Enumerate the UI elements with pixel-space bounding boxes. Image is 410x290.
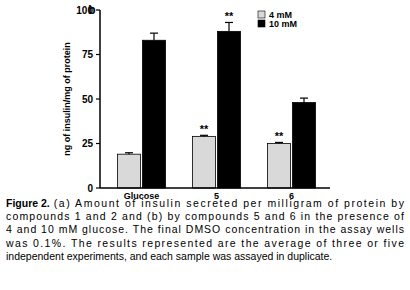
legend-swatch — [258, 11, 265, 18]
annotation: ** — [200, 123, 209, 135]
y-tick-label: 25 — [82, 138, 94, 149]
annotation: ** — [225, 10, 234, 22]
error-stem — [228, 22, 229, 31]
bar — [193, 136, 216, 188]
error-bar — [200, 135, 208, 136]
y-tick-label: 75 — [82, 49, 94, 60]
bars — [125, 22, 308, 154]
y-axis — [99, 10, 101, 188]
bar — [268, 144, 291, 189]
error-stem — [303, 98, 304, 102]
caption-line: (a) Amount of insulin secreted per milli… — [54, 197, 405, 209]
legend-swatch — [258, 20, 265, 27]
error-bar — [125, 153, 133, 154]
x-axis — [100, 187, 330, 189]
error-bar — [150, 33, 158, 40]
legend-label: 10 mM — [269, 19, 297, 29]
error-cap — [125, 152, 133, 153]
chart: bng of insulin/mg of protein0255075100**… — [0, 0, 410, 290]
caption-line: independent experiments, and each sample… — [6, 250, 332, 262]
caption-line: 4 and 10 mM glucose. The final DMSO conc… — [6, 223, 404, 235]
bar — [293, 103, 316, 188]
bar — [118, 154, 141, 188]
legend: 4 mM10 mM — [258, 10, 297, 29]
y-tick-label: 100 — [76, 5, 93, 16]
error-stem — [153, 33, 154, 40]
caption-label: Figure 2. — [6, 197, 50, 209]
y-axis-label: ng of insulin/mg of protein — [62, 42, 72, 155]
error-bar — [300, 98, 308, 102]
error-cap — [150, 33, 158, 34]
annotation: ** — [275, 130, 284, 142]
caption-line: was 0.1%. The results represented are th… — [5, 237, 404, 249]
error-bar — [225, 22, 233, 31]
bar — [143, 40, 166, 188]
y-tick-label: 50 — [82, 94, 94, 105]
caption-line: compounds 1 and 2 and (b) by compounds 5… — [6, 210, 404, 222]
bar — [218, 31, 241, 188]
y-tick-label: 0 — [87, 183, 93, 194]
error-bar — [275, 142, 283, 143]
error-cap — [300, 98, 308, 99]
